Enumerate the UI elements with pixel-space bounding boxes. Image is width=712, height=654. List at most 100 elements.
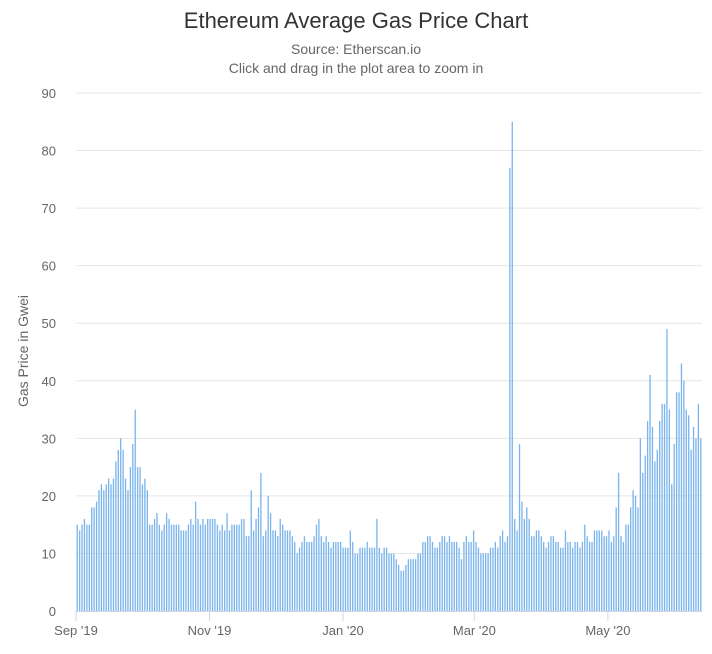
bar[interactable] bbox=[371, 547, 373, 611]
bar[interactable] bbox=[543, 541, 545, 611]
bar[interactable] bbox=[204, 524, 206, 611]
bar[interactable] bbox=[168, 518, 170, 611]
bar[interactable] bbox=[98, 490, 100, 611]
bar[interactable] bbox=[622, 541, 625, 611]
bar[interactable] bbox=[494, 541, 497, 611]
bar[interactable] bbox=[161, 530, 163, 611]
bar[interactable] bbox=[173, 524, 175, 611]
bar[interactable] bbox=[279, 518, 281, 611]
bar[interactable] bbox=[697, 403, 700, 611]
bar[interactable] bbox=[477, 547, 480, 611]
bar[interactable] bbox=[620, 536, 622, 611]
bar[interactable] bbox=[209, 518, 211, 611]
bar[interactable] bbox=[661, 403, 663, 611]
bar[interactable] bbox=[366, 541, 368, 611]
bar[interactable] bbox=[692, 426, 695, 611]
bar[interactable] bbox=[407, 559, 409, 611]
bar[interactable] bbox=[470, 541, 472, 611]
bar[interactable] bbox=[180, 530, 182, 611]
bar[interactable] bbox=[644, 455, 646, 611]
bar[interactable] bbox=[492, 547, 494, 611]
bar[interactable] bbox=[202, 518, 204, 611]
bar[interactable] bbox=[303, 536, 306, 611]
bar[interactable] bbox=[603, 536, 605, 611]
bar[interactable] bbox=[199, 524, 202, 611]
bar[interactable] bbox=[417, 553, 419, 611]
bar[interactable] bbox=[458, 547, 460, 611]
bar[interactable] bbox=[190, 518, 192, 611]
bar[interactable] bbox=[547, 541, 550, 611]
bar[interactable] bbox=[576, 541, 579, 611]
bar[interactable] bbox=[398, 564, 400, 611]
bar[interactable] bbox=[381, 553, 383, 611]
bar[interactable] bbox=[487, 553, 489, 611]
bar[interactable] bbox=[132, 444, 134, 611]
bar[interactable] bbox=[514, 518, 516, 611]
bar[interactable] bbox=[211, 518, 214, 611]
bar[interactable] bbox=[412, 559, 414, 611]
bar[interactable] bbox=[214, 518, 216, 611]
bar[interactable] bbox=[286, 530, 289, 611]
bar[interactable] bbox=[318, 518, 320, 611]
bar[interactable] bbox=[192, 524, 194, 611]
bar[interactable] bbox=[359, 547, 361, 611]
bar[interactable] bbox=[170, 524, 173, 611]
bar[interactable] bbox=[562, 547, 564, 611]
bar[interactable] bbox=[165, 513, 168, 611]
bar[interactable] bbox=[446, 541, 448, 611]
bar[interactable] bbox=[463, 541, 465, 611]
bar[interactable] bbox=[615, 507, 617, 611]
bar[interactable] bbox=[301, 541, 303, 611]
bar[interactable] bbox=[482, 553, 484, 611]
bar[interactable] bbox=[538, 530, 540, 611]
bar[interactable] bbox=[637, 507, 639, 611]
bar[interactable] bbox=[310, 541, 313, 611]
bar[interactable] bbox=[269, 513, 272, 611]
bar[interactable] bbox=[277, 536, 279, 611]
bar[interactable] bbox=[136, 467, 139, 611]
bar[interactable] bbox=[250, 490, 252, 611]
bar[interactable] bbox=[364, 547, 366, 611]
bar[interactable] bbox=[231, 524, 233, 611]
bar[interactable] bbox=[598, 530, 600, 611]
bar[interactable] bbox=[439, 541, 441, 611]
bar[interactable] bbox=[281, 524, 284, 611]
bar[interactable] bbox=[574, 541, 576, 611]
bar[interactable] bbox=[656, 449, 658, 611]
bar[interactable] bbox=[240, 518, 243, 611]
bar[interactable] bbox=[675, 392, 678, 611]
bar[interactable] bbox=[383, 547, 385, 611]
bar[interactable] bbox=[95, 501, 98, 611]
bar[interactable] bbox=[448, 536, 451, 611]
bar[interactable] bbox=[291, 536, 293, 611]
bar[interactable] bbox=[260, 472, 262, 611]
bar[interactable] bbox=[627, 524, 629, 611]
bar[interactable] bbox=[402, 570, 405, 611]
bar[interactable] bbox=[175, 524, 177, 611]
bar[interactable] bbox=[267, 495, 269, 611]
bar[interactable] bbox=[325, 536, 327, 611]
bar[interactable] bbox=[197, 518, 199, 611]
bar[interactable] bbox=[194, 501, 197, 611]
bar[interactable] bbox=[499, 536, 501, 611]
bar[interactable] bbox=[427, 536, 429, 611]
bar[interactable] bbox=[93, 507, 95, 611]
bar[interactable] bbox=[540, 536, 542, 611]
bar[interactable] bbox=[223, 530, 226, 611]
bar[interactable] bbox=[422, 541, 424, 611]
bar[interactable] bbox=[354, 553, 356, 611]
bar[interactable] bbox=[456, 541, 458, 611]
bar[interactable] bbox=[144, 478, 146, 611]
bar[interactable] bbox=[228, 530, 231, 611]
bar[interactable] bbox=[460, 559, 463, 611]
bar[interactable] bbox=[385, 547, 388, 611]
bar[interactable] bbox=[373, 547, 376, 611]
bar[interactable] bbox=[581, 541, 584, 611]
bar[interactable] bbox=[185, 530, 187, 611]
bar[interactable] bbox=[596, 530, 598, 611]
bar[interactable] bbox=[429, 536, 431, 611]
bar[interactable] bbox=[337, 541, 339, 611]
bar[interactable] bbox=[149, 524, 151, 611]
bar[interactable] bbox=[257, 507, 260, 611]
